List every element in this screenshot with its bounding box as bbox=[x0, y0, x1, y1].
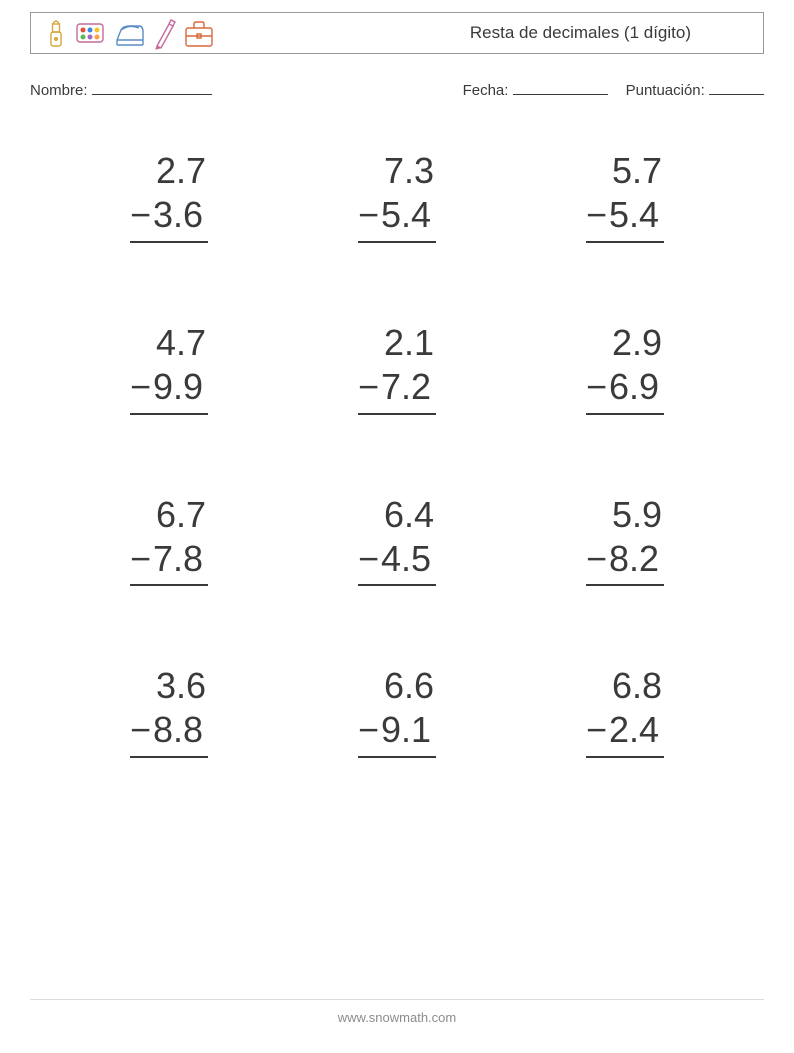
subtrahend: 5.4 bbox=[381, 193, 431, 237]
glue-icon bbox=[41, 16, 69, 50]
minus-sign: − bbox=[586, 365, 609, 409]
minuend: 2.9 bbox=[586, 321, 664, 365]
name-label: Nombre: bbox=[30, 82, 88, 99]
subtrahend: 8.8 bbox=[153, 708, 203, 752]
subtrahend: 4.5 bbox=[381, 537, 431, 581]
problem: 6.8−2.4 bbox=[516, 664, 734, 758]
minuend: 6.4 bbox=[358, 493, 436, 537]
minus-sign: − bbox=[358, 537, 381, 581]
worksheet-title: Resta de decimales (1 dígito) bbox=[470, 23, 751, 43]
subtrahend: 9.1 bbox=[381, 708, 431, 752]
page-footer: www.snowmath.com bbox=[0, 999, 794, 1025]
minus-sign: − bbox=[130, 537, 153, 581]
subtrahend: 5.4 bbox=[609, 193, 659, 237]
subtrahend: 2.4 bbox=[609, 708, 659, 752]
subtrahend: 7.8 bbox=[153, 537, 203, 581]
date-label: Fecha: bbox=[463, 82, 509, 99]
problems-grid: 2.7−3.67.3−5.45.7−5.44.7−9.92.1−7.22.9−6… bbox=[30, 149, 764, 758]
minuend: 3.6 bbox=[130, 664, 208, 708]
minus-sign: − bbox=[586, 537, 609, 581]
pencil-icon bbox=[151, 16, 177, 50]
footer-text: www.snowmath.com bbox=[338, 1010, 456, 1025]
minus-sign: − bbox=[586, 708, 609, 752]
problem: 5.9−8.2 bbox=[516, 493, 734, 587]
score-label: Puntuación: bbox=[626, 82, 705, 99]
subtrahend: 9.9 bbox=[153, 365, 203, 409]
minus-sign: − bbox=[358, 365, 381, 409]
header-icon-row bbox=[41, 16, 217, 50]
minus-sign: − bbox=[130, 708, 153, 752]
minus-sign: − bbox=[586, 193, 609, 237]
problem: 2.1−7.2 bbox=[288, 321, 506, 415]
problem: 6.6−9.1 bbox=[288, 664, 506, 758]
problem: 4.7−9.9 bbox=[60, 321, 278, 415]
score-blank bbox=[709, 80, 764, 95]
problem: 2.9−6.9 bbox=[516, 321, 734, 415]
footer-rule bbox=[30, 999, 764, 1000]
subtrahend: 7.2 bbox=[381, 365, 431, 409]
minuend: 5.7 bbox=[586, 149, 664, 193]
minuend: 2.7 bbox=[130, 149, 208, 193]
minuend: 6.6 bbox=[358, 664, 436, 708]
name-blank bbox=[92, 80, 212, 95]
briefcase-icon bbox=[181, 16, 217, 50]
minus-sign: − bbox=[130, 365, 153, 409]
date-blank bbox=[513, 80, 608, 95]
worksheet-header: Resta de decimales (1 dígito) bbox=[30, 12, 764, 54]
stapler-icon bbox=[111, 16, 147, 50]
minuend: 7.3 bbox=[358, 149, 436, 193]
info-row: Nombre: Fecha: Puntuación: bbox=[30, 80, 764, 99]
minus-sign: − bbox=[130, 193, 153, 237]
problem: 3.6−8.8 bbox=[60, 664, 278, 758]
minuend: 4.7 bbox=[130, 321, 208, 365]
problem: 7.3−5.4 bbox=[288, 149, 506, 243]
subtrahend: 6.9 bbox=[609, 365, 659, 409]
palette-icon bbox=[73, 16, 107, 50]
problem: 5.7−5.4 bbox=[516, 149, 734, 243]
minuend: 6.8 bbox=[586, 664, 664, 708]
problem: 2.7−3.6 bbox=[60, 149, 278, 243]
subtrahend: 8.2 bbox=[609, 537, 659, 581]
minuend: 2.1 bbox=[358, 321, 436, 365]
minus-sign: − bbox=[358, 708, 381, 752]
problem: 6.4−4.5 bbox=[288, 493, 506, 587]
minus-sign: − bbox=[358, 193, 381, 237]
minuend: 6.7 bbox=[130, 493, 208, 537]
subtrahend: 3.6 bbox=[153, 193, 203, 237]
problem: 6.7−7.8 bbox=[60, 493, 278, 587]
minuend: 5.9 bbox=[586, 493, 664, 537]
